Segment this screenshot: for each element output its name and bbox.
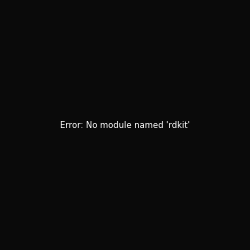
Text: Error: No module named 'rdkit': Error: No module named 'rdkit' — [60, 120, 190, 130]
